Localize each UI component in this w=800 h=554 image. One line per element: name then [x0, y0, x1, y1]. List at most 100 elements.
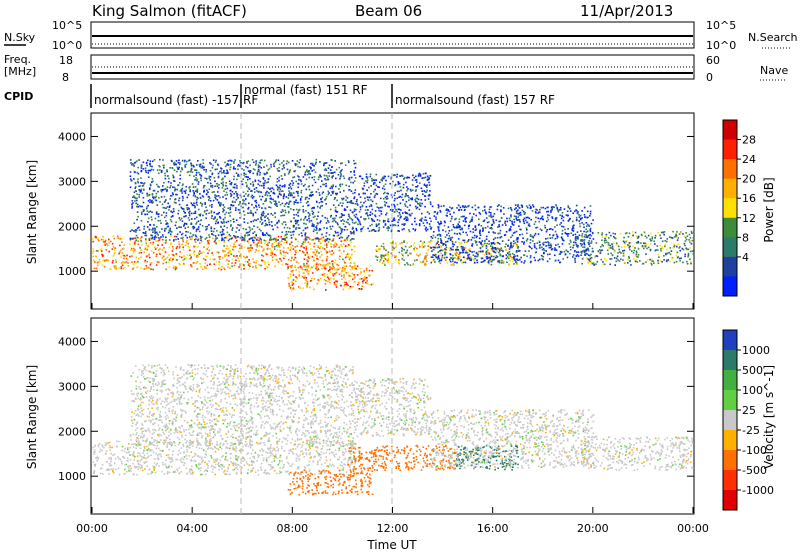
echo-cell	[234, 159, 236, 161]
echo-cell	[457, 238, 460, 240]
echo-cell	[365, 206, 368, 208]
echo-cell	[416, 185, 419, 187]
cpid-label: CPID	[4, 90, 33, 103]
echo-cell	[382, 176, 384, 179]
echo-cell	[501, 255, 504, 258]
echo-cell	[120, 262, 123, 264]
echo-cell	[477, 224, 480, 226]
echo-cell	[273, 200, 275, 202]
echo-cell	[495, 219, 498, 222]
echo-cell	[295, 276, 297, 278]
echo-cell	[251, 236, 254, 239]
echo-cell	[247, 231, 249, 234]
echo-cell	[354, 216, 357, 218]
echo-cell	[422, 261, 424, 263]
echo-cell	[320, 205, 322, 208]
echo-cell	[315, 252, 318, 255]
echo-cell	[371, 213, 374, 215]
echo-cell	[190, 202, 193, 204]
echo-cell	[138, 189, 141, 191]
echo-cell	[370, 205, 373, 207]
echo-cell	[299, 249, 301, 252]
echo-cell	[271, 259, 274, 261]
echo-cell	[285, 196, 288, 198]
echo-cell	[577, 244, 579, 247]
echo-cell	[213, 211, 215, 214]
echo-cell	[149, 183, 152, 186]
echo-cell	[449, 253, 452, 256]
echo-cell	[138, 252, 141, 254]
echo-cell	[420, 205, 422, 207]
echo-cell	[540, 206, 543, 209]
echo-cell	[555, 249, 558, 251]
echo-cell	[189, 258, 191, 260]
echo-cell	[513, 254, 515, 256]
echo-cell	[247, 178, 249, 181]
echo-cell	[661, 231, 663, 234]
echo-cell	[334, 230, 337, 233]
echo-cell	[562, 258, 564, 260]
echo-cell	[456, 261, 458, 264]
echo-cell	[280, 235, 282, 238]
echo-cell	[238, 244, 241, 246]
echo-cell	[336, 280, 338, 283]
echo-cell	[672, 230, 674, 233]
echo-cell	[324, 216, 327, 219]
echo-cell	[335, 232, 337, 234]
echo-cell	[353, 171, 355, 173]
echo-cell	[347, 222, 349, 224]
echo-cell	[610, 252, 612, 255]
echo-cell	[252, 232, 254, 235]
echo-cell	[282, 197, 285, 200]
echo-cell	[219, 217, 222, 219]
echo-cell	[165, 227, 167, 230]
echo-cell	[324, 199, 326, 201]
echo-cell	[276, 259, 278, 261]
echo-cell	[165, 268, 167, 271]
echo-cell	[585, 228, 587, 231]
echo-cell	[569, 252, 571, 255]
echo-cell	[342, 288, 345, 291]
echo-cell	[217, 187, 220, 189]
echo-cell	[124, 255, 127, 257]
echo-cell	[283, 247, 285, 249]
echo-cell	[614, 264, 616, 266]
echo-cell	[384, 196, 387, 199]
echo-cell	[465, 231, 467, 234]
echo-cell	[245, 173, 247, 176]
echo-cell	[575, 209, 577, 211]
echo-cell	[580, 240, 582, 242]
echo-cell	[169, 257, 172, 259]
echo-cell	[176, 245, 179, 248]
echo-cell	[369, 175, 372, 178]
echo-cell	[535, 212, 537, 214]
echo-cell	[305, 238, 308, 241]
echo-cell	[314, 181, 317, 184]
echo-cell	[351, 268, 354, 270]
echo-cell	[186, 208, 189, 211]
echo-cell	[169, 230, 171, 233]
echo-cell	[340, 172, 342, 175]
echo-cell	[419, 240, 422, 243]
echo-cell	[352, 181, 354, 184]
echo-cell	[509, 253, 511, 256]
echo-cell	[121, 264, 124, 267]
echo-cell	[325, 244, 328, 246]
echo-cell	[123, 244, 126, 246]
echo-cell	[181, 192, 183, 194]
echo-cell	[227, 220, 230, 223]
echo-cell	[141, 192, 144, 194]
echo-cell	[265, 215, 267, 217]
echo-cell	[134, 230, 136, 233]
echo-cell	[274, 204, 277, 207]
echo-cell	[121, 238, 123, 240]
echo-cell	[127, 262, 129, 264]
echo-cell	[294, 237, 296, 239]
echo-cell	[246, 184, 248, 187]
echo-cell	[463, 247, 466, 249]
echo-cell	[179, 163, 181, 166]
echo-cell	[427, 198, 430, 200]
echo-cell	[548, 242, 550, 244]
echo-cell	[532, 240, 534, 242]
echo-cell	[222, 208, 224, 210]
